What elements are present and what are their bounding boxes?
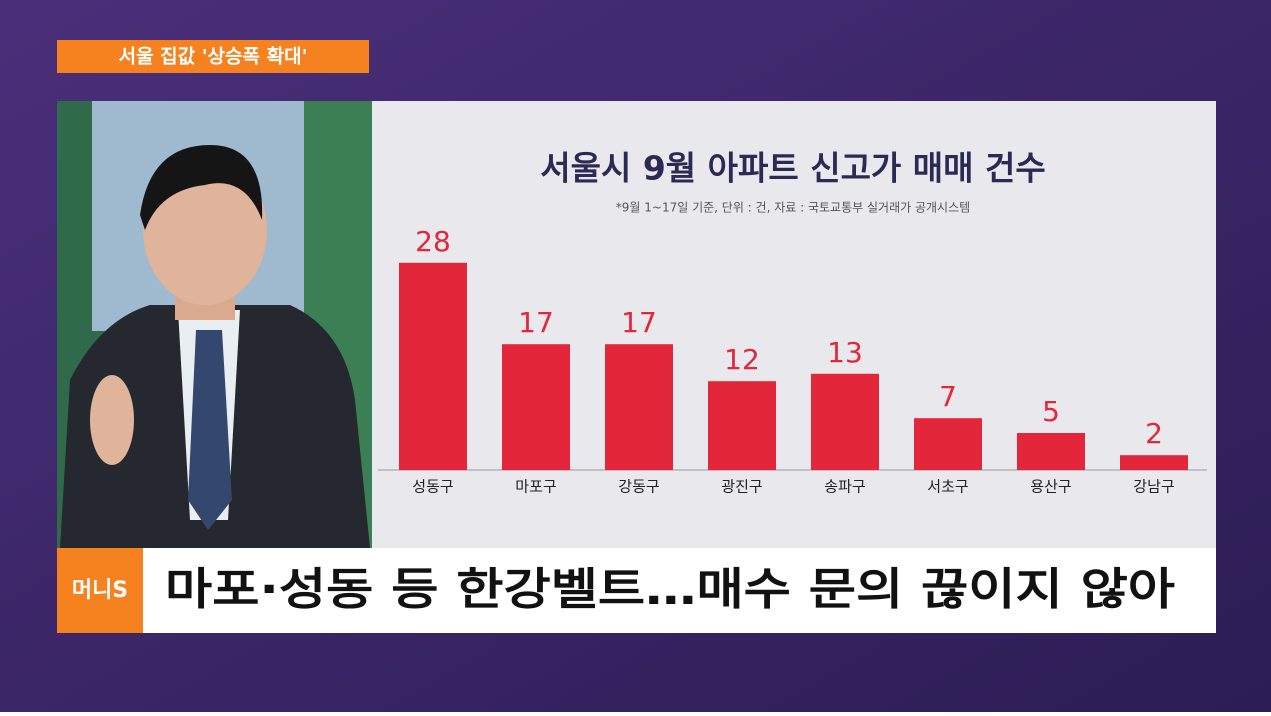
- logo: 머니S: [72, 578, 128, 603]
- value-label: 17: [621, 306, 657, 339]
- value-label: 12: [724, 343, 760, 376]
- video: [57, 101, 372, 548]
- value-label: 17: [518, 306, 554, 339]
- x-tick-label: 마포구: [515, 478, 556, 496]
- x-tick-label: 용산구: [1030, 478, 1071, 496]
- headline-box: [143, 548, 1216, 633]
- bar: [502, 344, 570, 470]
- bar: [399, 262, 467, 470]
- bar: [914, 418, 982, 470]
- banner: 서울 집값 '상승폭 확대': [119, 45, 308, 68]
- value-label: 13: [827, 336, 863, 369]
- x-tick-label: 강동구: [618, 478, 659, 496]
- value-label: 7: [939, 380, 957, 413]
- x-tick-label: 광진구: [721, 478, 762, 496]
- bars: 28 성동구 17 마포구 17 강동구 12 광진구 13 송파구 7 서초구 5 용산구 2 강남구: [399, 225, 1188, 496]
- chart-title: 서울시 9월 아파트 신고가 매매 건수: [540, 149, 1045, 188]
- value-label: 2: [1145, 417, 1163, 450]
- logo-box: [57, 548, 143, 633]
- value-label: 5: [1042, 395, 1060, 428]
- x-tick-label: 서초구: [927, 478, 968, 496]
- headline: 마포·성동 등 한강벨트…매수 문의 끊이지 않아: [165, 564, 1175, 615]
- bar: [811, 373, 879, 470]
- bar: [605, 344, 673, 470]
- banner-box: [57, 40, 369, 73]
- x-tick-label: 성동구: [412, 478, 453, 496]
- x-tick-label: 강남구: [1133, 478, 1174, 496]
- chart-subtitle: *9월 1~17일 기준, 단위 : 건, 자료 : 국토교통부 실거래가 공개…: [616, 201, 970, 215]
- chart-panel: [372, 101, 1216, 548]
- bar: [1120, 455, 1188, 470]
- value-label: 28: [415, 225, 451, 258]
- x-tick-label: 송파구: [824, 478, 865, 496]
- bar: [1017, 433, 1085, 470]
- bar: [708, 381, 776, 470]
